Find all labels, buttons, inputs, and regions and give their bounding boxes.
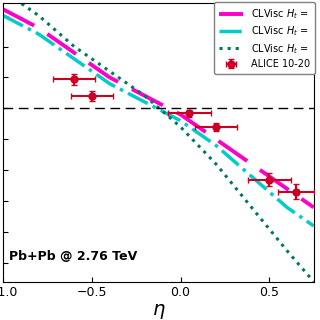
CLVisc $H_t$ = xyxy=(72,57,76,61)
CLVisc $H_t$ = xyxy=(108,76,112,79)
CLVisc $H_t$ = xyxy=(143,94,147,98)
CLVisc $H_t$ = xyxy=(250,162,253,166)
CLVisc $H_t$ = xyxy=(37,14,41,18)
Text: Pb+Pb @ 2.76 TeV: Pb+Pb @ 2.76 TeV xyxy=(9,250,137,263)
CLVisc $H_t$ = xyxy=(108,82,112,85)
CLVisc $H_t$ = xyxy=(250,205,253,209)
CLVisc $H_t$ = xyxy=(250,174,253,178)
CLVisc $H_t$ = xyxy=(108,69,112,73)
CLVisc $H_t$ = xyxy=(1,14,5,18)
CLVisc $H_t$ = xyxy=(285,205,289,209)
X-axis label: $\eta$: $\eta$ xyxy=(152,302,165,320)
CLVisc $H_t$ = xyxy=(143,100,147,104)
CLVisc $H_t$ = xyxy=(312,224,316,228)
CLVisc $H_t$ = xyxy=(1,7,5,11)
CLVisc $H_t$ = xyxy=(72,51,76,55)
CLVisc $H_t$ = xyxy=(214,144,218,148)
CLVisc $H_t$ = xyxy=(285,249,289,252)
CLVisc $H_t$ = xyxy=(179,125,182,129)
CLVisc $H_t$ = xyxy=(37,26,41,30)
Line: CLVisc $H_t$ =: CLVisc $H_t$ = xyxy=(3,16,314,226)
CLVisc $H_t$ = xyxy=(312,205,316,209)
CLVisc $H_t$ = xyxy=(72,44,76,48)
CLVisc $H_t$ = xyxy=(179,113,182,116)
Legend: CLVisc $H_t$ =, CLVisc $H_t$ =, CLVisc $H_t$ =, ALICE 10-20: CLVisc $H_t$ =, CLVisc $H_t$ =, CLVisc $… xyxy=(214,3,315,74)
CLVisc $H_t$ = xyxy=(179,119,182,123)
CLVisc $H_t$ = xyxy=(143,94,147,98)
Line: CLVisc $H_t$ =: CLVisc $H_t$ = xyxy=(3,9,314,207)
CLVisc $H_t$ = xyxy=(37,32,41,36)
CLVisc $H_t$ = xyxy=(285,187,289,191)
Line: CLVisc $H_t$ =: CLVisc $H_t$ = xyxy=(3,0,314,282)
CLVisc $H_t$ = xyxy=(214,137,218,141)
CLVisc $H_t$ = xyxy=(214,162,218,166)
CLVisc $H_t$ = xyxy=(312,280,316,284)
